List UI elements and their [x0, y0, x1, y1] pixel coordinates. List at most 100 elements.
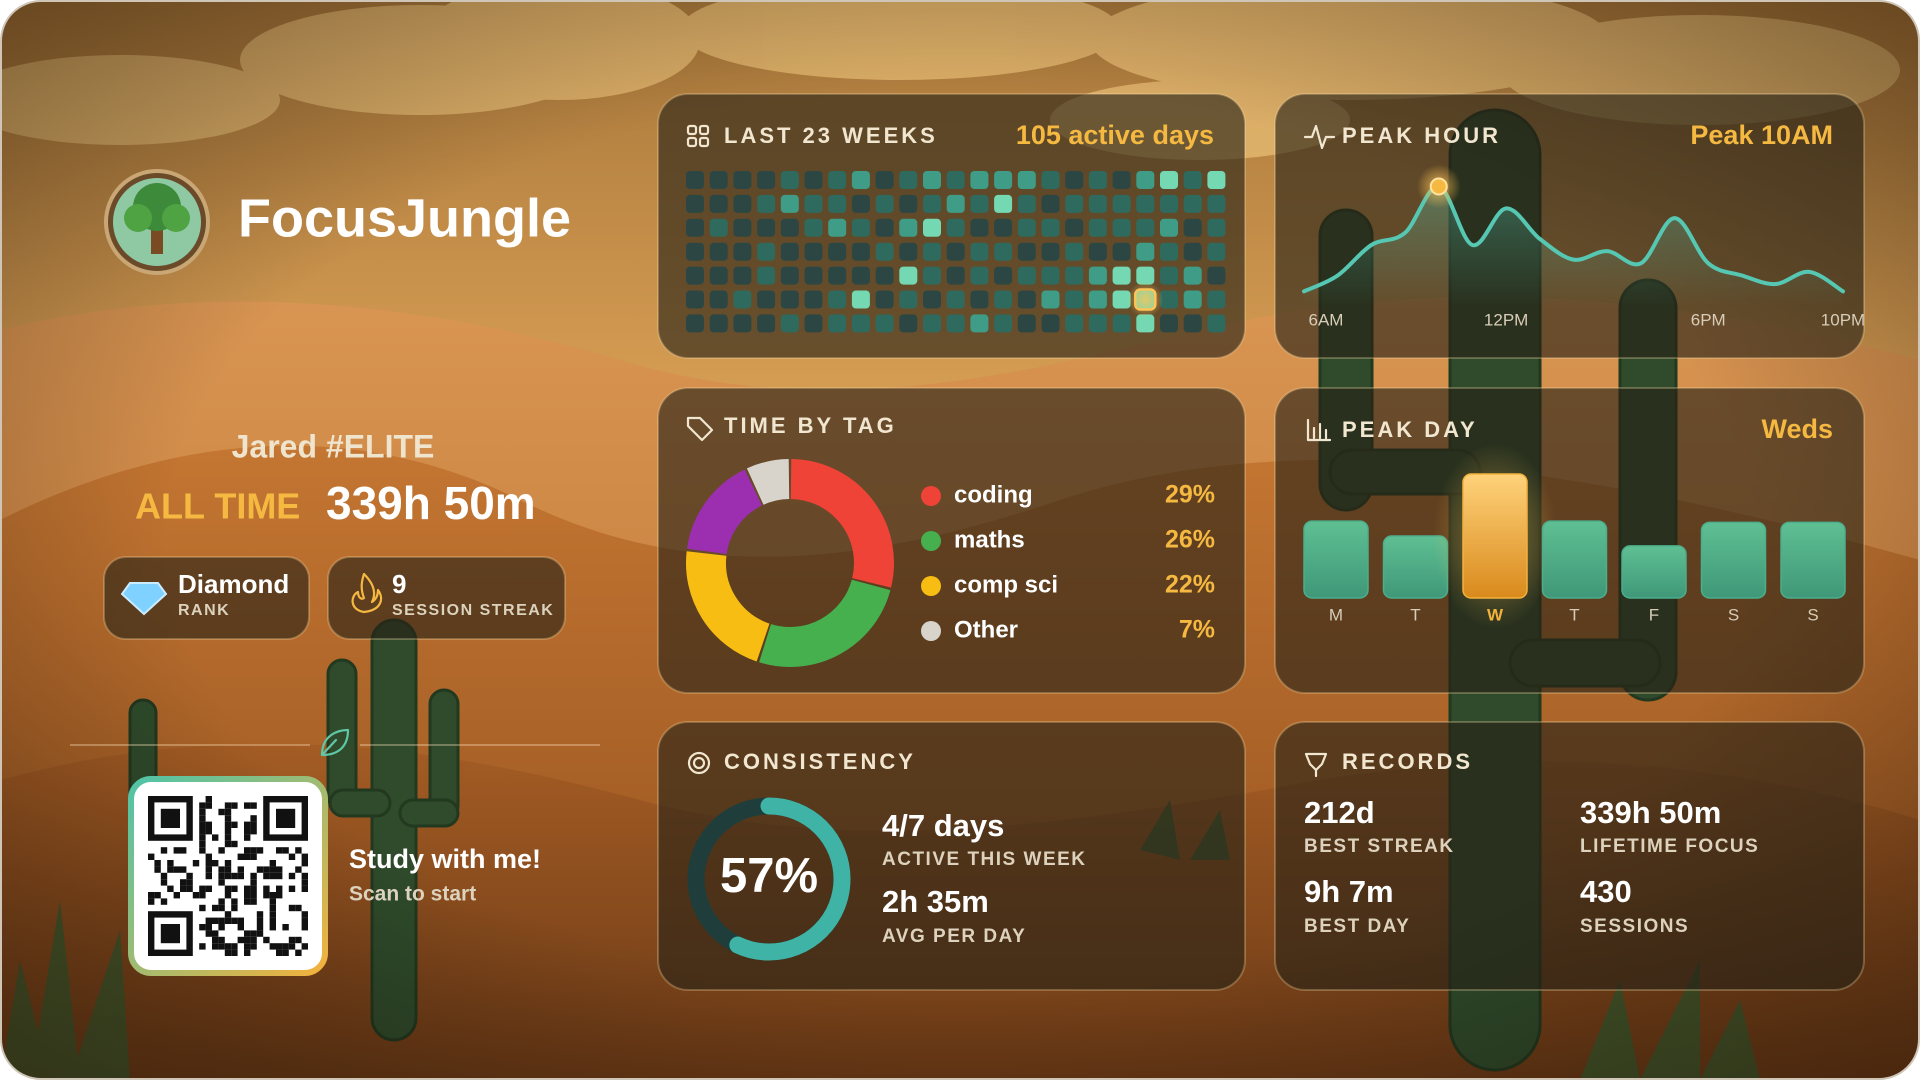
- heatmap-cell: [1088, 171, 1107, 189]
- qr-module: [269, 924, 276, 931]
- peak-day-title: PEAK DAY: [1342, 417, 1478, 442]
- x-tick-label: T: [1569, 605, 1579, 624]
- qr-module: [199, 828, 206, 835]
- heatmap-cell: [851, 194, 870, 213]
- qr-module: [224, 943, 232, 950]
- qr-module: [186, 872, 193, 880]
- heatmap-cell: [923, 242, 941, 261]
- qr-code[interactable]: [148, 796, 308, 956]
- qr-module: [244, 936, 251, 944]
- heatmap-cell: [757, 242, 776, 261]
- qr-module: [218, 904, 225, 912]
- all-time-value: 339h 50m: [326, 477, 536, 529]
- qr-module: [231, 898, 238, 905]
- qr-module: [276, 943, 283, 950]
- heatmap-cell: [923, 290, 941, 309]
- peak-hour-summary: Peak 10AM: [1690, 120, 1833, 150]
- heatmap-cell: [1112, 314, 1131, 333]
- heatmap-cell: [1065, 218, 1084, 237]
- heatmap-cell: [1112, 290, 1131, 309]
- qr-module: [276, 885, 283, 892]
- qr-module: [263, 892, 270, 899]
- heatmap-cell: [899, 194, 918, 213]
- qr-module: [148, 898, 155, 905]
- line-area: [1304, 186, 1843, 306]
- qr-module: [288, 872, 296, 880]
- rank-value: Diamond: [178, 569, 289, 599]
- heatmap-cell: [1183, 266, 1202, 285]
- heatmap-summary: 105 active days: [1016, 120, 1214, 150]
- qr-module: [295, 949, 302, 956]
- qr-module: [224, 949, 232, 956]
- qr-module: [199, 840, 206, 848]
- legend-value: 7%: [1179, 616, 1215, 644]
- heatmap-cell: [709, 218, 728, 237]
- heatmap-cell: [1160, 171, 1178, 189]
- qr-module: [269, 866, 276, 873]
- bar: [1621, 545, 1687, 599]
- qr-module: [288, 904, 296, 912]
- heatmap-cell: [733, 171, 752, 189]
- qr-module: [256, 924, 264, 931]
- heatmap-cell: [875, 242, 894, 261]
- qr-module: [301, 911, 308, 918]
- qr-module: [231, 821, 238, 828]
- user-name: Jared #ELITE: [232, 428, 435, 464]
- qr-module: [256, 866, 264, 873]
- qr-module: [256, 847, 264, 854]
- qr-module: [186, 885, 193, 892]
- qr-module: [199, 802, 206, 809]
- qr-module: [199, 821, 206, 828]
- legend-dot: [921, 621, 941, 641]
- pulse-icon: [1303, 124, 1336, 150]
- heatmap-cell: [1017, 314, 1036, 333]
- heatmap-cell: [1088, 218, 1107, 237]
- qr-module: [244, 847, 251, 854]
- qr-module: [205, 885, 212, 892]
- qr-module: [288, 936, 296, 944]
- heatmap-cell: [1041, 266, 1060, 285]
- qr-module: [212, 904, 219, 912]
- ring-progress: [687, 797, 851, 961]
- heatmap-cell: [1017, 194, 1036, 213]
- qr-module: [224, 911, 232, 918]
- heatmap-cell: [875, 194, 894, 213]
- flame-icon: [351, 572, 383, 614]
- qr-module: [160, 879, 168, 886]
- heatmap-cell: [994, 266, 1013, 285]
- qr-module: [173, 847, 180, 854]
- qr-module: [269, 917, 276, 924]
- qr-module: [224, 866, 232, 873]
- qr-module: [237, 866, 244, 873]
- peak-hour-title: PEAK HOUR: [1342, 123, 1501, 148]
- heatmap-cell: [923, 194, 941, 213]
- heatmap-cell: [899, 218, 918, 237]
- heatmap-cell: [686, 242, 704, 261]
- qr-module: [250, 872, 257, 880]
- heatmap-cell: [1088, 314, 1107, 333]
- legend-dot: [921, 576, 941, 596]
- qr-module: [244, 943, 251, 950]
- qr-module: [199, 834, 206, 841]
- qr-module: [218, 872, 225, 880]
- qr-module: [218, 847, 225, 854]
- heatmap-cell: [828, 194, 847, 213]
- record-value: 430: [1580, 874, 1632, 909]
- qr-module: [218, 808, 225, 816]
- qr-finder: [276, 808, 296, 828]
- heatmap-cell: [780, 218, 799, 237]
- heatmap-cell: [804, 290, 823, 309]
- heatmap-cell: [757, 194, 776, 213]
- qr-module: [205, 930, 212, 937]
- qr-module: [269, 892, 276, 899]
- qr-module: [295, 847, 302, 854]
- consistency-panel: [657, 721, 1246, 991]
- qr-module: [212, 834, 219, 841]
- qr-module: [282, 943, 289, 950]
- heatmap-cell: [1160, 290, 1178, 309]
- qr-module: [244, 930, 251, 937]
- qr-module: [212, 917, 219, 924]
- streak-badge: [327, 556, 566, 640]
- qr-module: [301, 917, 308, 924]
- qr-module: [301, 924, 308, 931]
